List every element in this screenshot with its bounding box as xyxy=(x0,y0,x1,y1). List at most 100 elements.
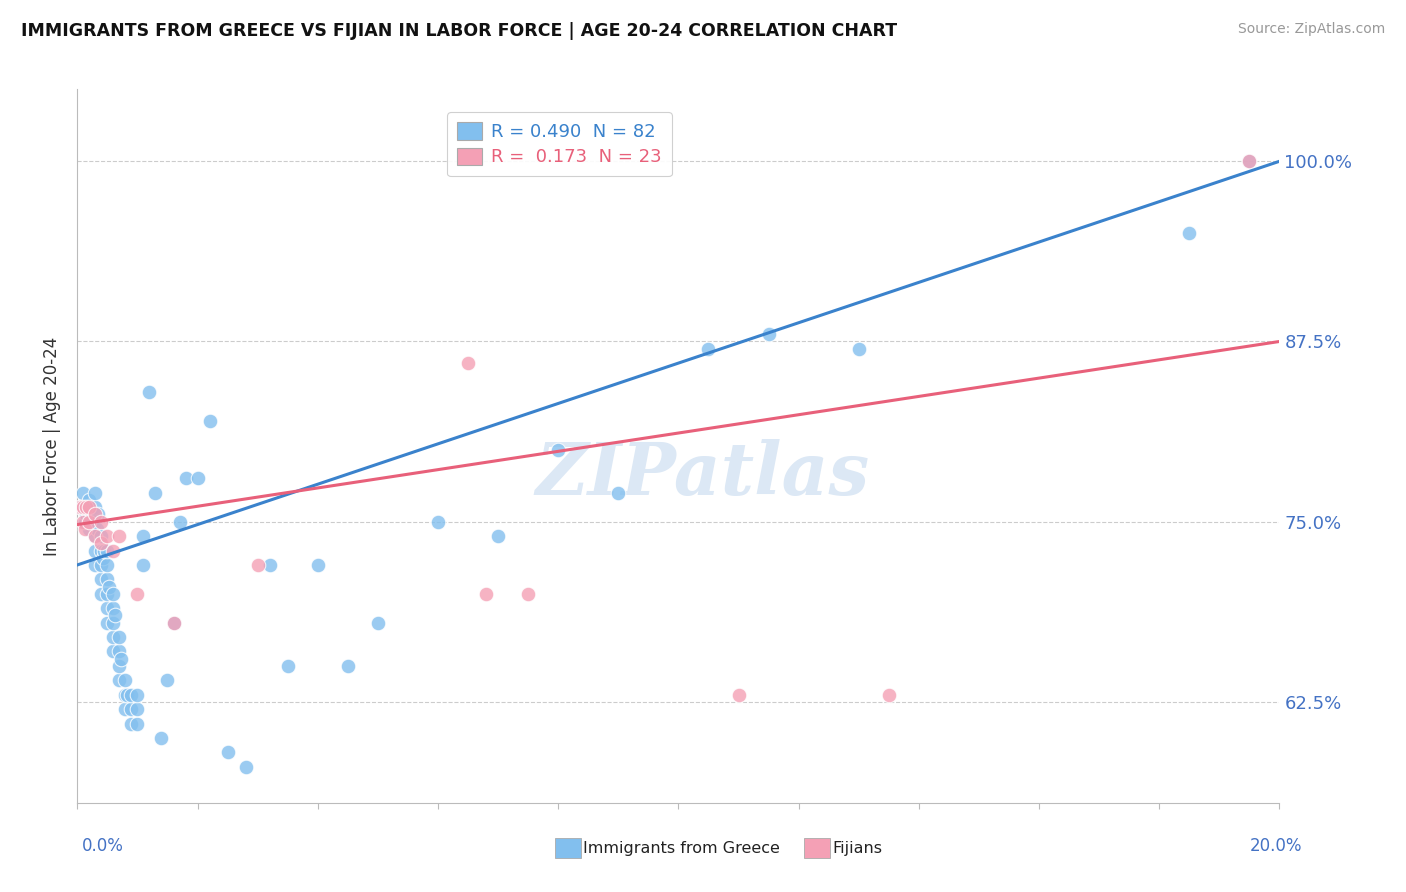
Point xyxy=(79,508,101,522)
Point xyxy=(162,615,184,630)
Point xyxy=(75,500,97,515)
Point xyxy=(96,558,118,572)
Point xyxy=(79,500,101,515)
Point xyxy=(72,500,94,515)
Point xyxy=(75,500,97,515)
Point xyxy=(108,673,131,688)
Point xyxy=(104,608,127,623)
Point xyxy=(145,486,167,500)
Text: IMMIGRANTS FROM GREECE VS FIJIAN IN LABOR FORCE | AGE 20-24 CORRELATION CHART: IMMIGRANTS FROM GREECE VS FIJIAN IN LABO… xyxy=(21,22,897,40)
Point xyxy=(91,550,114,565)
Point xyxy=(517,587,540,601)
Point xyxy=(486,529,509,543)
Point xyxy=(103,587,125,601)
Point xyxy=(198,414,221,428)
Point xyxy=(110,651,132,665)
Point xyxy=(96,529,118,543)
Point xyxy=(115,688,138,702)
Point xyxy=(547,442,569,457)
Point xyxy=(84,486,107,500)
Point xyxy=(108,644,131,658)
Point xyxy=(114,688,136,702)
Legend: R = 0.490  N = 82, R =  0.173  N = 23: R = 0.490 N = 82, R = 0.173 N = 23 xyxy=(447,112,672,177)
Point xyxy=(79,500,101,515)
Point xyxy=(108,630,131,644)
Y-axis label: In Labor Force | Age 20-24: In Labor Force | Age 20-24 xyxy=(44,336,62,556)
Text: Source: ZipAtlas.com: Source: ZipAtlas.com xyxy=(1237,22,1385,37)
Point xyxy=(127,688,149,702)
Point xyxy=(150,731,173,745)
Point xyxy=(75,515,97,529)
Point xyxy=(69,500,91,515)
Point xyxy=(246,558,269,572)
Point xyxy=(108,529,131,543)
Point xyxy=(90,587,112,601)
Point xyxy=(120,688,142,702)
Text: ZIPatlas: ZIPatlas xyxy=(536,439,869,510)
Point xyxy=(235,760,257,774)
Point xyxy=(84,529,107,543)
Point xyxy=(162,615,184,630)
Point xyxy=(169,515,191,529)
Point xyxy=(132,558,155,572)
Point xyxy=(69,500,91,515)
Point xyxy=(103,601,125,615)
Point xyxy=(93,543,115,558)
Point xyxy=(727,688,749,702)
Point xyxy=(174,471,197,485)
Point xyxy=(103,644,125,658)
Point xyxy=(79,515,101,529)
Point xyxy=(103,630,125,644)
Point xyxy=(96,587,118,601)
Point xyxy=(259,558,281,572)
Text: Fijians: Fijians xyxy=(832,841,883,855)
Point xyxy=(120,716,142,731)
Text: 20.0%: 20.0% xyxy=(1250,837,1302,855)
Point xyxy=(87,508,110,522)
Point xyxy=(1239,154,1261,169)
Point xyxy=(79,522,101,536)
Point xyxy=(90,572,112,586)
Point xyxy=(103,543,125,558)
Point xyxy=(607,486,630,500)
Point xyxy=(427,515,450,529)
Point xyxy=(84,515,107,529)
Point xyxy=(96,615,118,630)
Point xyxy=(82,508,104,522)
Point xyxy=(72,486,94,500)
Point xyxy=(103,615,125,630)
Point xyxy=(114,673,136,688)
Point xyxy=(90,529,112,543)
Point xyxy=(1239,154,1261,169)
Point xyxy=(132,529,155,543)
Point xyxy=(367,615,389,630)
Point xyxy=(86,522,108,536)
Point xyxy=(72,500,94,515)
Point xyxy=(84,543,107,558)
Point xyxy=(307,558,329,572)
Point xyxy=(114,702,136,716)
Point xyxy=(277,658,299,673)
Point xyxy=(84,500,107,515)
Point xyxy=(127,587,149,601)
Point xyxy=(1178,227,1201,241)
Point xyxy=(848,342,870,356)
Point xyxy=(75,508,97,522)
Point xyxy=(138,384,160,399)
Point xyxy=(90,558,112,572)
Point xyxy=(84,558,107,572)
Point xyxy=(90,536,112,550)
Point xyxy=(90,515,112,529)
Point xyxy=(96,601,118,615)
Point xyxy=(475,587,498,601)
Point xyxy=(156,673,179,688)
Point xyxy=(79,493,101,508)
Point xyxy=(457,356,479,370)
Point xyxy=(877,688,900,702)
Point xyxy=(120,702,142,716)
Point xyxy=(697,342,720,356)
Point xyxy=(127,716,149,731)
Point xyxy=(72,515,94,529)
Text: 0.0%: 0.0% xyxy=(82,837,124,855)
Point xyxy=(96,543,118,558)
